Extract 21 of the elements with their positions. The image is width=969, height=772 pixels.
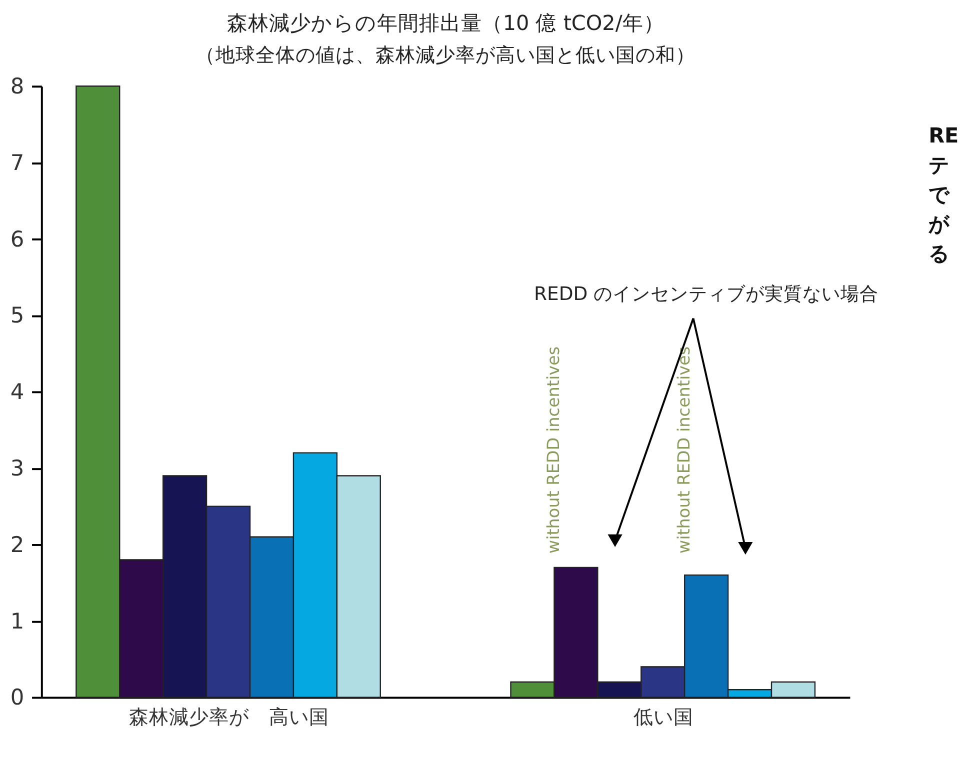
text: テ — [928, 152, 951, 177]
y-tick-label: 3 — [10, 456, 24, 482]
annotation: without REDD incentives — [674, 346, 694, 554]
text: が — [928, 212, 951, 236]
chart-title: 森林減少からの年間排出量（10 億 tCO2/年） — [226, 10, 664, 35]
y-tick-label: 8 — [10, 74, 24, 100]
x-tick-label: 低い国 — [633, 705, 694, 728]
text: で — [928, 182, 951, 206]
y-tick-label: 1 — [10, 609, 24, 634]
chart-subtitle: （地球全体の値は、森林減少率が高い国と低い国の和） — [196, 43, 696, 66]
y-tick-label: 0 — [10, 686, 24, 711]
x-tick-label: 森林減少率が 高い国 — [128, 705, 329, 728]
annotation: REDD のインセンティブが実質ない場合 — [534, 282, 879, 305]
text: RE — [928, 123, 959, 148]
y-tick-label: 7 — [10, 150, 24, 176]
y-tick-label: 5 — [10, 304, 24, 329]
annotation: without REDD incentives — [543, 346, 564, 554]
y-tick-label: 6 — [10, 227, 24, 252]
text: る — [928, 242, 951, 266]
y-tick-label: 2 — [10, 532, 24, 558]
y-tick-label: 4 — [10, 380, 24, 406]
